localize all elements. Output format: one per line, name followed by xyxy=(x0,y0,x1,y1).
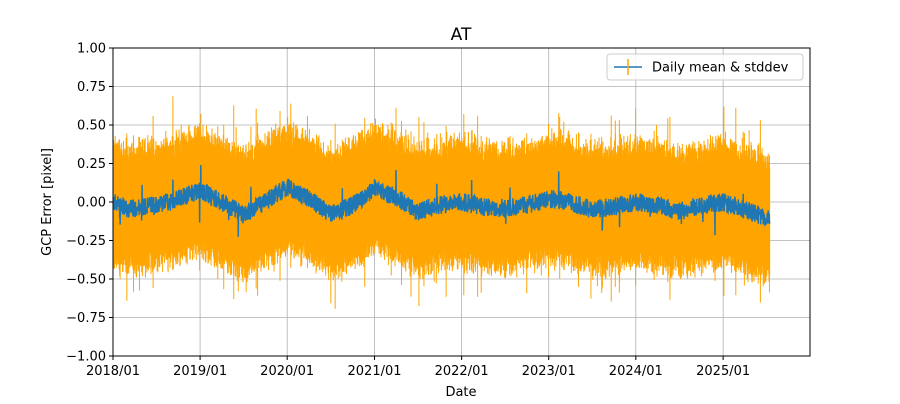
y-tick-label: 0.75 xyxy=(77,80,106,95)
x-axis: 2018/01 2019/01 2020/01 2021/01 2022/01 2023/… xyxy=(86,356,750,379)
x-tick-label: 2023/01 xyxy=(522,364,576,379)
x-tick-label: 2018/01 xyxy=(86,364,140,379)
y-tick-label: 0.25 xyxy=(77,157,106,172)
plot-area xyxy=(113,96,771,309)
x-tick-label: 2019/01 xyxy=(173,364,227,379)
x-tick-label: 2025/01 xyxy=(696,364,750,379)
x-axis-label: Date xyxy=(445,385,476,400)
y-tick-label: 0.00 xyxy=(77,196,106,211)
y-tick-label: −0.50 xyxy=(66,273,106,288)
y-axis: −1.00 −0.75 −0.50 −0.25 0.00 0.25 0.50 0.75 1.00 xyxy=(66,42,113,365)
x-tick-label: 2024/01 xyxy=(609,364,663,379)
x-tick-label: 2022/01 xyxy=(435,364,489,379)
y-axis-label: GCP Error [pixel] xyxy=(40,148,55,256)
x-tick-label: 2020/01 xyxy=(260,364,314,379)
legend: Daily mean & stddev xyxy=(606,53,804,81)
y-tick-label: −0.25 xyxy=(66,234,106,249)
mean-line-series xyxy=(113,165,771,237)
y-tick-label: −0.75 xyxy=(66,311,106,326)
y-tick-label: 1.00 xyxy=(77,42,106,57)
y-tick-label: −1.00 xyxy=(66,350,106,365)
chart-title: AT xyxy=(451,25,472,45)
y-tick-label: 0.50 xyxy=(77,119,106,134)
legend-label: Daily mean & stddev xyxy=(652,61,789,76)
legend-box xyxy=(606,53,804,81)
x-tick-label: 2021/01 xyxy=(348,364,402,379)
